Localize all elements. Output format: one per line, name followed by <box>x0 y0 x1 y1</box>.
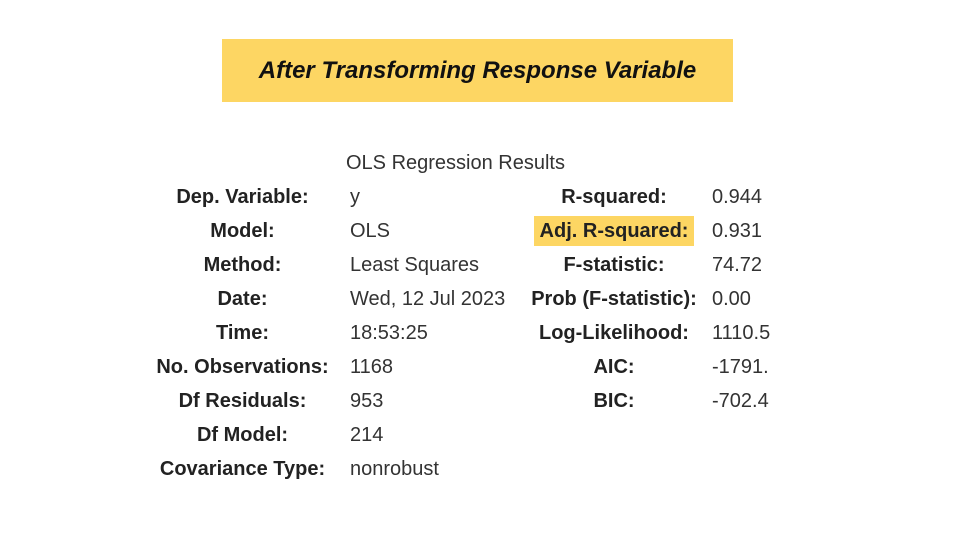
row-label-right: BIC: <box>593 390 635 412</box>
row-value-right: -1791. <box>712 356 769 378</box>
slide-title: After Transforming Response Variable <box>258 56 697 84</box>
row-value-right: 1110.5 <box>712 322 771 344</box>
table-row: Method: Least Squares F-statistic: 74.72 <box>0 248 960 282</box>
row-label-left: Covariance Type: <box>159 458 326 480</box>
table-row: Df Model: 214 <box>0 418 960 452</box>
row-value-right: 0.931 <box>712 220 763 242</box>
row-label-right: Log-Likelihood: <box>539 322 689 344</box>
row-value-left: 953 <box>350 390 384 412</box>
row-label-right: AIC: <box>593 356 635 378</box>
row-value-right: 0.944 <box>712 186 763 208</box>
table-row: Covariance Type: nonrobust <box>0 452 960 486</box>
row-value-left: 214 <box>350 424 384 446</box>
row-label-left: Model: <box>210 220 275 242</box>
row-value-right: -702.4 <box>712 390 769 412</box>
row-value-right: 74.72 <box>712 254 763 276</box>
table-caption: OLS Regression Results <box>346 152 565 174</box>
row-label-right <box>522 418 706 452</box>
row-label-right-highlighted: Adj. R-squared: <box>522 214 706 248</box>
row-label-right: F-statistic: <box>563 254 665 276</box>
table-row: Model: OLS Adj. R-squared: 0.931 <box>0 214 960 248</box>
row-label-left: Dep. Variable: <box>176 186 309 208</box>
row-value-left: Wed, 12 Jul 2023 <box>350 288 506 310</box>
table-row: No. Observations: 1168 AIC: -1791. <box>0 350 960 384</box>
table-row: Dep. Variable: y R-squared: 0.944 <box>0 180 960 214</box>
row-value-right: 0.00 <box>712 288 751 310</box>
row-value-left: y <box>350 186 360 208</box>
row-value-left: 1168 <box>350 356 394 378</box>
row-value-left: OLS <box>350 220 391 242</box>
table-row: Date: Wed, 12 Jul 2023 Prob (F-statistic… <box>0 282 960 316</box>
row-value-right <box>712 452 812 486</box>
row-label-left: Method: <box>203 254 282 276</box>
row-value-right <box>712 418 812 452</box>
title-banner: After Transforming Response Variable <box>222 39 733 102</box>
row-value-left: 18:53:25 <box>350 322 428 344</box>
row-label-left: Time: <box>216 322 269 344</box>
table-row: Df Residuals: 953 BIC: -702.4 <box>0 384 960 418</box>
row-label-left: Df Model: <box>196 424 289 446</box>
row-label-right: Prob (F-statistic): <box>531 288 697 310</box>
row-value-left: nonrobust <box>350 458 439 480</box>
row-label-left: Df Residuals: <box>178 390 307 412</box>
adj-r-squared-highlight: Adj. R-squared: <box>533 216 695 246</box>
row-label-right: R-squared: <box>561 186 667 208</box>
table-row: Time: 18:53:25 Log-Likelihood: 1110.5 <box>0 316 960 350</box>
row-value-left: Least Squares <box>350 254 479 276</box>
row-label-left: No. Observations: <box>156 356 329 378</box>
row-label-left: Date: <box>217 288 268 310</box>
row-label-right <box>522 452 706 486</box>
